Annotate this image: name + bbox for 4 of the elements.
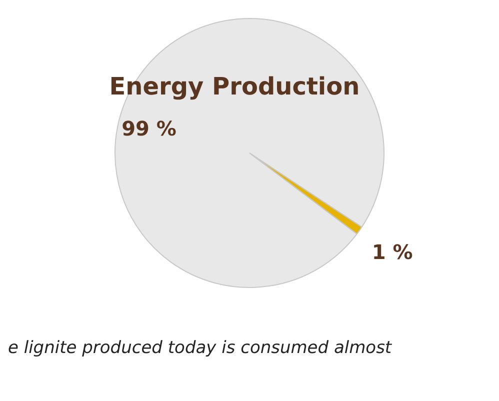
text: Energy Production — [109, 72, 360, 101]
text: e lignite produced today is consumed almost — [8, 338, 393, 358]
data-label: 1 % — [372, 240, 413, 264]
data-label: 99 % — [122, 116, 176, 141]
